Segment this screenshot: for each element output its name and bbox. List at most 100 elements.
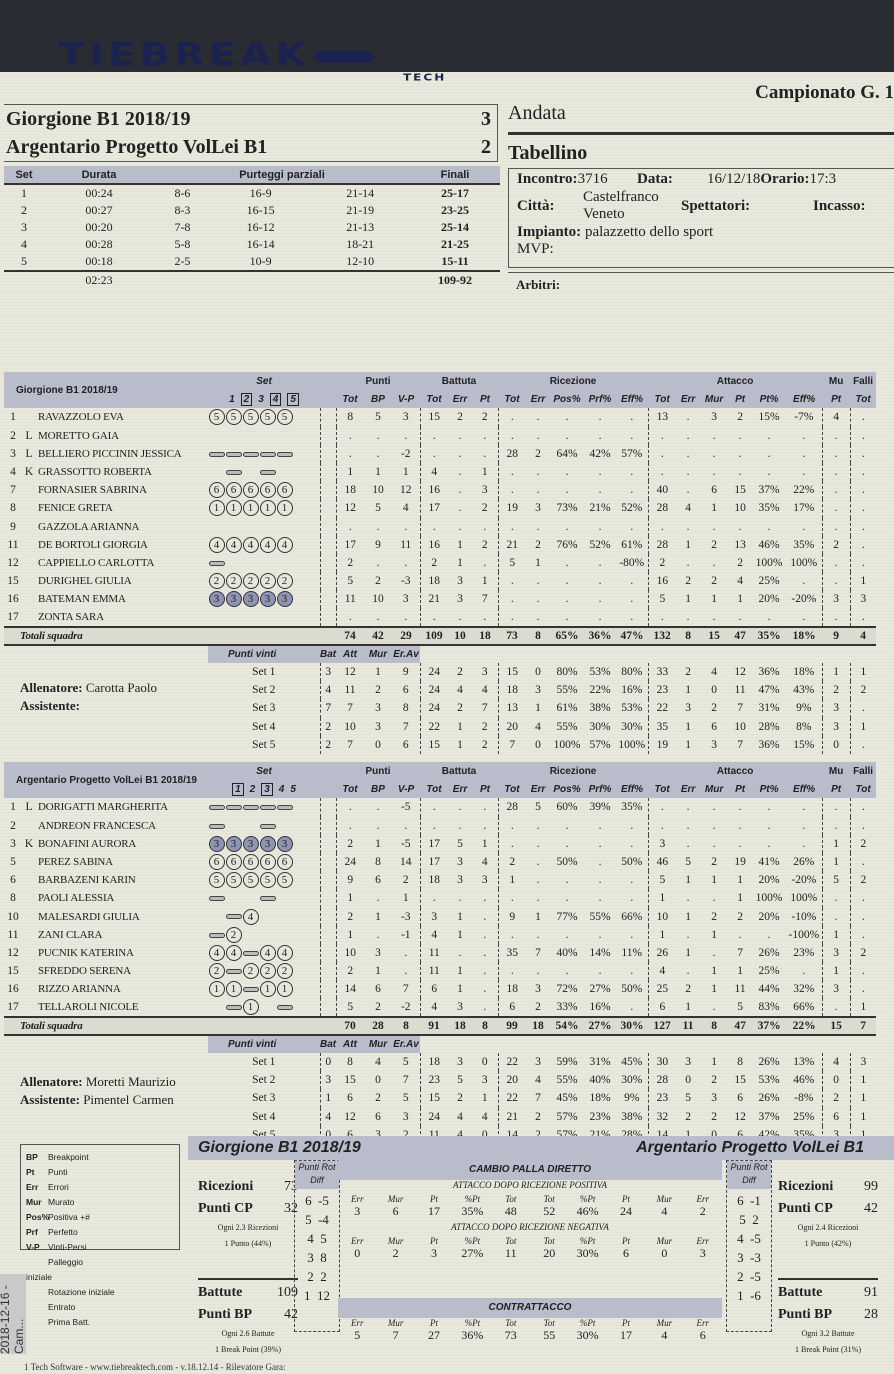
stat-cell: .: [483, 447, 487, 460]
player-row[interactable]: 3 K BONAFINI AURORA 3 3 3 3 3 2 1 -5 17 5 1..... 3....…: [4, 834, 877, 853]
stat-cell: 11: [734, 983, 746, 996]
stat-cell: .: [536, 819, 540, 832]
stat-cell: 6: [497, 998, 527, 1017]
legend-item: Prima Batt.: [48, 1317, 91, 1327]
group-header: Attacco: [648, 762, 823, 781]
total-cell: 9: [822, 625, 851, 646]
stat-cell: .: [598, 611, 602, 624]
stat-cell: .: [458, 466, 462, 479]
set-label: Set 4: [252, 720, 276, 733]
substitution-icon: [225, 451, 242, 457]
rotation-row: 3 8: [307, 1250, 327, 1265]
set-stat-cell: 18%: [589, 1092, 611, 1105]
set-stat-cell: 61%: [556, 702, 578, 715]
stat-cell: .: [536, 892, 540, 905]
set-stat-cell: 23: [647, 681, 677, 700]
player-number: 2: [10, 819, 16, 832]
stat-cell: 1: [821, 852, 851, 872]
substitution-icon: [208, 560, 225, 566]
stat-cell: 10: [734, 502, 746, 515]
stat-cell: 5: [685, 856, 691, 869]
stat-cell: 3: [711, 411, 717, 424]
stat-cell: 13: [734, 538, 746, 551]
stat-cell: .: [536, 965, 540, 978]
stat-cell: .: [376, 429, 380, 442]
stat-cell: .: [598, 593, 602, 606]
set-stat-cell: 22: [497, 1089, 527, 1108]
player-row[interactable]: 15 DURIGHEL GIULIA 2 2 2 2 2 5 2 -3 18 3 1..... 16 2 2 4…: [4, 572, 877, 591]
player-number: 9: [10, 520, 16, 533]
stat-cell: 40%: [556, 946, 578, 959]
stat-cell: .: [767, 466, 771, 479]
stat-cell: -2: [400, 1001, 411, 1014]
col-header: Pos%: [550, 780, 585, 799]
player-row[interactable]: 5 PEREZ SABINA 6 6 6 6 6 24 8 14 17 3 4 2. 50%. 50% 46 5 2…: [4, 852, 877, 872]
player-row[interactable]: 17 TELLAROLI NICOLE 1 5 2 -2 4 3. 6 2 33% 16%. 6 1. 5 8…: [4, 998, 877, 1017]
player-row[interactable]: 12 PUCNIK KATERINA 4 4 4 4 10 3. 11.. 35 7 40% 14% 11…: [4, 943, 877, 963]
player-row[interactable]: 3 L BELLIERO PICCININ JESSICA.. -2... 28 2 64%…: [4, 444, 877, 463]
stat-cell: 6: [711, 484, 717, 497]
home-sets-won: 3: [481, 108, 491, 130]
player-row[interactable]: 1 RAVAZZOLO EVA 5 5 5 5 5 8 5 3 15 2 2..... 13. 3 2 15% -…: [4, 408, 877, 427]
rotation-row: 6 -1: [737, 1193, 761, 1208]
player-row[interactable]: 11 DE BORTOLI GIORGIA 4 4 4 4 4 17 9 11 16 1 2 21 2 76%…: [4, 535, 877, 554]
set-stat-cell: 1: [481, 1092, 488, 1105]
stat-cell: 17%: [793, 502, 815, 515]
rotation-row: 4 5: [307, 1231, 327, 1246]
set-stat-cell: 30%: [621, 1074, 643, 1087]
set-stat-cell: 28%: [758, 720, 780, 733]
stat-cell: .: [497, 572, 527, 591]
stat-cell: 1: [457, 928, 463, 941]
total-cell: 65%: [550, 625, 585, 646]
set-stat-cell: 23%: [589, 1110, 611, 1123]
stat-cell: .: [849, 517, 877, 536]
rotation-row: 1 -6: [737, 1288, 761, 1303]
player-row[interactable]: 15 SFREDDO SERENA 2 2 2 2 2 1. 11 1...... 4. 1 1 25%.…: [4, 962, 877, 981]
stat-cell: .: [767, 928, 771, 941]
set-stat-cell: 0: [821, 735, 851, 754]
stat-cell: 17: [419, 852, 449, 872]
set-stat-cell: 3: [319, 1071, 336, 1090]
stat-cell: 13: [647, 408, 677, 427]
player-row[interactable]: 17 ZONTA SARA...................: [4, 608, 877, 627]
player-row[interactable]: 6 BARBAZENI KARIN 5 5 5 5 5 9 6 2 18 3 3 1.... 5 1 1 1 20%…: [4, 871, 877, 890]
away-team-row: Argentario Progetto VolLei B1 2: [4, 133, 497, 161]
stat-cell: .: [712, 1001, 716, 1014]
stat-cell: .: [738, 520, 742, 533]
stat-cell: 5: [535, 801, 541, 814]
set-stat-cell: 26%: [758, 1056, 780, 1069]
player-row[interactable]: 8 PAOLI ALESSIA 1. 1........ 1.. 1 100% 100%..: [4, 889, 877, 908]
player-row[interactable]: 1 L DORIGATTI MARGHERITA.. -5... 28 5 60% 39% 35…: [4, 798, 877, 817]
stat-cell: .: [821, 481, 851, 500]
player-row[interactable]: 2 ANDREON FRANCESCA...................: [4, 816, 877, 835]
player-row[interactable]: 4 K GRASSOTTO ROBERTA 1 1 1 4. 1.............: [4, 462, 877, 482]
player-name: DE BORTOLI GIORGIA: [38, 538, 148, 551]
player-row[interactable]: 8 FENICE GRETA 1 1 1 1 1 12 5 4 17. 2 19 3 73% 21% 52% 28…: [4, 499, 877, 518]
stat-cell: .: [738, 819, 742, 832]
player-row[interactable]: 9 GAZZOLA ARIANNA...................: [4, 517, 877, 536]
stat-cell: -3: [400, 910, 411, 923]
stat-cell: 6: [419, 980, 449, 999]
set-stats-row: Set 4 4 12 6 3 24 4 4 21 2 57% 23% 38% 32 2 2 12 37% 25% 6 1: [4, 1107, 877, 1126]
taskbar-tab[interactable]: 2018-12-16 - Cam...: [0, 1274, 26, 1354]
player-name: BELLIERO PICCININ JESSICA: [38, 447, 182, 460]
player-row[interactable]: 11 ZANI CLARA 2 1. -1 4 1...... 1. 1.. -100% 1.: [4, 925, 877, 944]
stat-cell: .: [376, 556, 380, 569]
player-row[interactable]: 12 CAPPIELLO CARLOTTA 2.. 2 1. 5 1.. -80% 2.. 2 10…: [4, 553, 877, 573]
player-row[interactable]: 7 FORNASIER SABRINA 6 6 6 6 6 18 10 12 16. 3..... 40…: [4, 481, 877, 500]
stat-cell: .: [458, 502, 462, 515]
player-role: L: [25, 801, 33, 814]
col-header: Tot: [336, 780, 364, 799]
stat-cell: .: [598, 411, 602, 424]
stat-cell: 1: [821, 962, 851, 981]
player-row[interactable]: 16 BATEMAN EMMA 3 3 3 3 3 11 10 3 21 3 7..... 5 1 1 1 20%…: [4, 590, 877, 609]
player-row[interactable]: 2 L MORETTO GAIA...................: [4, 426, 877, 445]
substitution-icon: [242, 451, 259, 457]
rotation-circle: 6: [259, 854, 276, 871]
stat-cell: 1: [497, 871, 527, 890]
player-row[interactable]: 16 RIZZO ARIANNA 1 1 1 1 14 6 7 6 1. 18 3 72% 27% 50% 25…: [4, 980, 877, 999]
player-row[interactable]: 10 MALESARDI GIULIA 4 2 1 -3 3 1. 9 1 77% 55% 66% 10 1…: [4, 907, 877, 926]
stat-cell: 1: [737, 892, 743, 905]
stat-cell: 9: [497, 907, 527, 926]
